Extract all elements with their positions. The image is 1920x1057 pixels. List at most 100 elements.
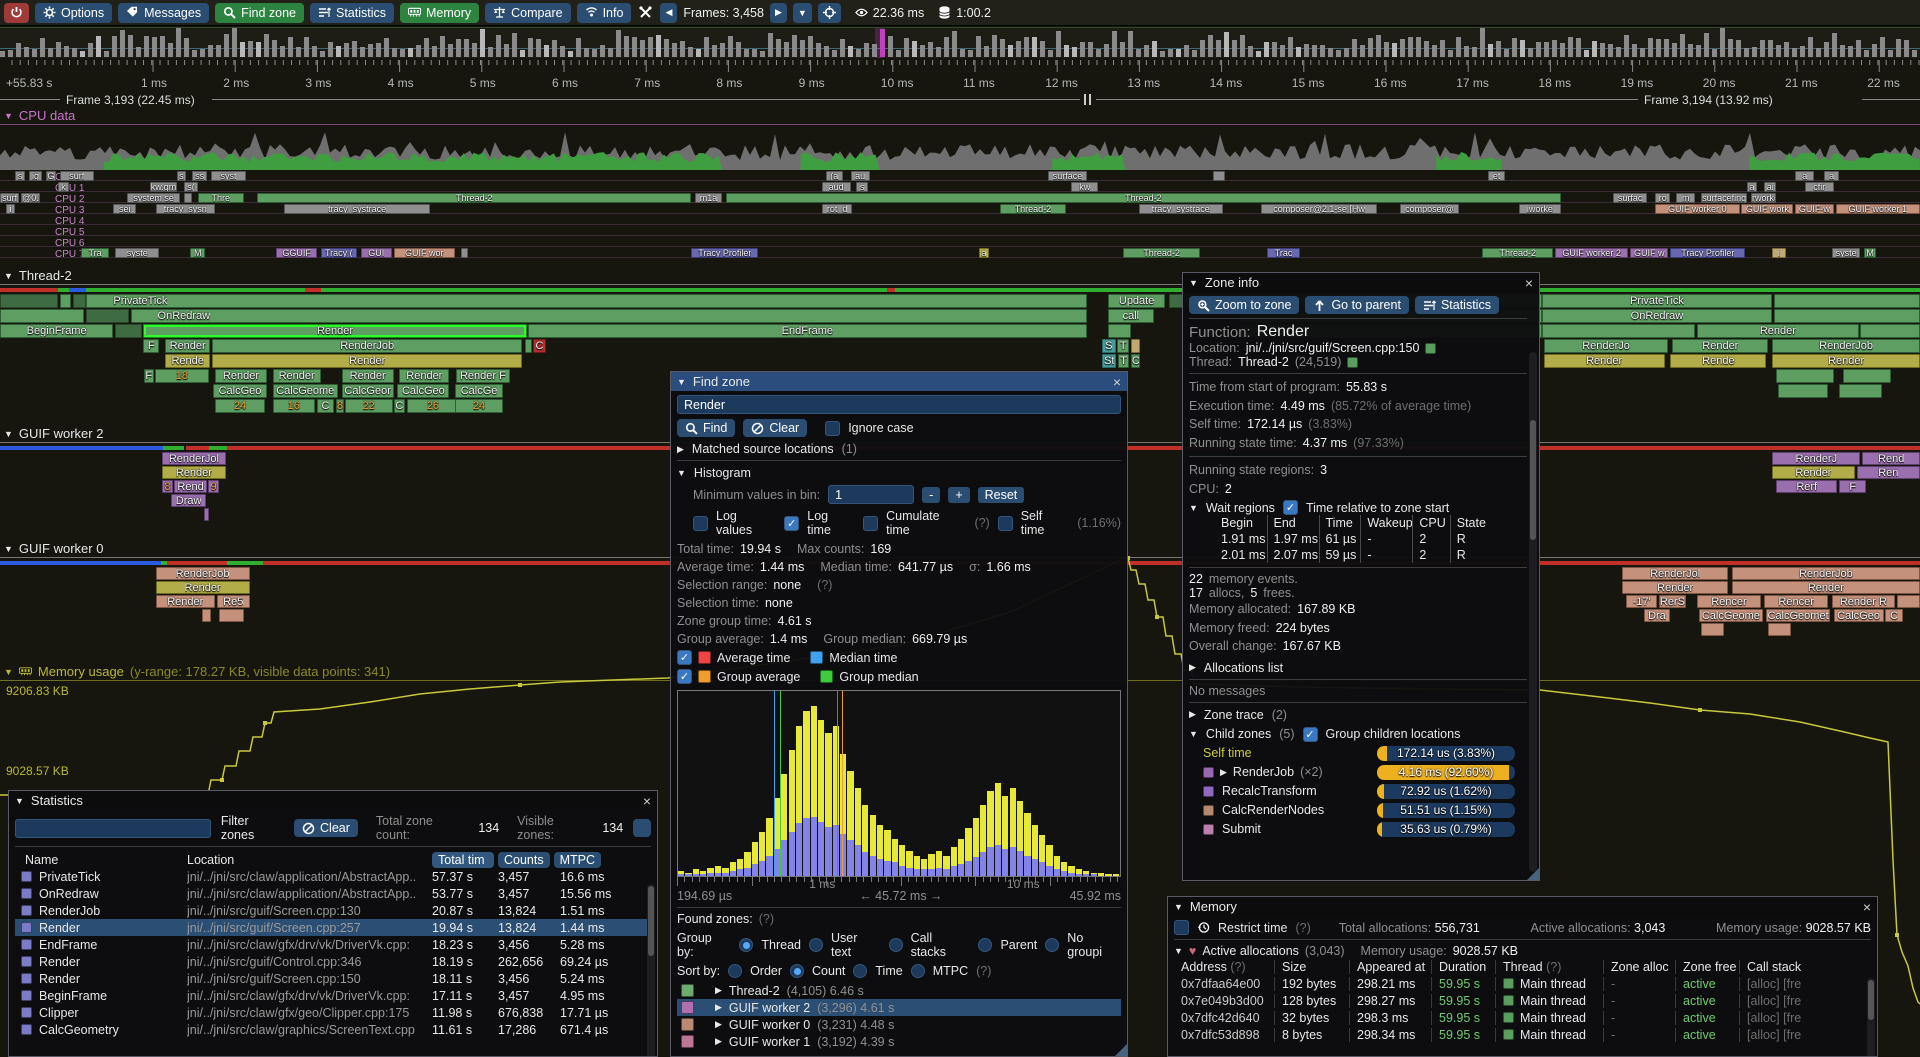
timeline-zone[interactable]: CalcGeome: [272, 384, 338, 398]
child-zones[interactable]: ▼ Child zones (5) ✓ Group children locatio…: [1189, 726, 1461, 742]
timeline-zone[interactable]: RenderJ: [1772, 452, 1861, 465]
timeline-zone[interactable]: T: [1118, 354, 1129, 368]
timeline-zone[interactable]: composer@: [1399, 204, 1460, 214]
timeline-zone[interactable]: G: [46, 171, 56, 181]
find-zone-histogram[interactable]: [677, 690, 1121, 877]
timeline-zone[interactable]: tracy_systrace: [284, 204, 431, 214]
close-icon[interactable]: ×: [1112, 373, 1121, 390]
timeline-zone[interactable]: [1839, 384, 1882, 398]
timeline-zone[interactable]: Rerf: [1776, 480, 1838, 493]
prev-frame-button[interactable]: ◀: [660, 2, 678, 23]
child-zone-row[interactable]: ▶ RenderJob (×2) 4.16 ms (92.60%): [1189, 763, 1527, 782]
timeline-zone[interactable]: [72, 294, 87, 308]
found-zone-group[interactable]: ▶ GUIF worker 1 (3,192) 4.39 s: [677, 1033, 1121, 1050]
timeline-zone[interactable]: Ren: [1856, 466, 1920, 479]
timeline-zone[interactable]: Render R: [1831, 595, 1896, 608]
find-zone-titlebar[interactable]: ▼ Find zone ×: [671, 372, 1127, 391]
call-stacks-radio[interactable]: [888, 938, 903, 952]
timeline-zone[interactable]: [86, 309, 129, 323]
timeline-zone[interactable]: RerS: [1658, 595, 1686, 608]
timeline-zone[interactable]: Tra: [80, 248, 110, 258]
restrict-time-checkbox[interactable]: [1174, 920, 1189, 935]
timeline-ruler[interactable]: +55.83 s 1 ms 2 ms 3 ms 4 ms 5 ms 6 ms 7 ms 8 m…: [0, 59, 1920, 93]
statistics-row[interactable]: Render jni/../jni/src/guif/Screen.cpp:257…: [15, 919, 651, 936]
timeline-zone[interactable]: Rencer: [1764, 595, 1828, 608]
timeline-zone[interactable]: BeginFrame: [0, 324, 114, 338]
timeline-zone[interactable]: k: [57, 182, 70, 192]
timeline-zone[interactable]: F: [143, 339, 160, 353]
timeline-zone[interactable]: [1701, 623, 1725, 636]
timeline-zone[interactable]: [1541, 324, 1696, 338]
timeline-zone[interactable]: [218, 609, 244, 622]
zoom-to-zone-button[interactable]: Zoom to zone: [1189, 296, 1300, 314]
clear-button[interactable]: Clear: [743, 419, 808, 437]
timeline-zone[interactable]: s(: [184, 182, 198, 192]
crosshair-button[interactable]: [817, 2, 841, 23]
log-time-checkbox[interactable]: ✓: [784, 515, 800, 531]
timeline-zone[interactable]: [201, 609, 212, 622]
power-button[interactable]: [4, 2, 29, 23]
timeline-zone[interactable]: GUIF worker 2: [1555, 248, 1629, 258]
bin-minus-button[interactable]: -: [922, 486, 941, 503]
allocation-row[interactable]: 0x7dfaa64e00 192 bytes 298.21 ms 59.95 s Mai…: [1174, 975, 1871, 992]
timeline-zone[interactable]: C: [1130, 354, 1141, 368]
timeline-zone[interactable]: Re5: [216, 595, 250, 608]
timeline-zone[interactable]: kw: [1071, 182, 1099, 192]
options-button[interactable]: Options: [35, 2, 113, 23]
timeline-zone[interactable]: syste: [115, 248, 160, 258]
timeline-zone[interactable]: CalcGe: [455, 384, 504, 398]
timeline-zone[interactable]: [460, 248, 469, 258]
timeline-zone[interactable]: s: [856, 182, 868, 192]
timeline-zone[interactable]: iworke: [1518, 204, 1561, 214]
allocation-row[interactable]: 0x7dfc53d898 8 bytes 298.34 ms 59.95 s Main …: [1174, 1026, 1871, 1043]
mtpc-radio[interactable]: [910, 964, 925, 978]
timeline-zone[interactable]: 26: [407, 399, 459, 413]
timeline-zone[interactable]: GUI: [360, 248, 392, 258]
timeline-zone[interactable]: Tracy (: [320, 248, 358, 258]
timeline-zone[interactable]: Render: [212, 354, 523, 368]
timeline-zone[interactable]: M: [1864, 248, 1876, 258]
collapse-icon[interactable]: ▼: [4, 110, 13, 121]
child-zone-row[interactable]: CalcRenderNodes 51.51 us (1.15%): [1189, 801, 1527, 820]
statistics-row[interactable]: CalcGeometry jni/../jni/src/claw/graphics…: [15, 1021, 651, 1038]
clear-filter-button[interactable]: Clear: [294, 819, 358, 837]
timeline-zone[interactable]: [115, 324, 143, 338]
statistics-row[interactable]: EndFrame jni/../jni/src/claw/gfx/drv/vk/D…: [15, 936, 651, 953]
timeline-zone[interactable]: Tracy Profiler: [1670, 248, 1746, 258]
timeline-zone[interactable]: a: [979, 248, 989, 258]
ignore-case-checkbox[interactable]: [825, 420, 841, 436]
timeline-zone[interactable]: F: [144, 369, 154, 383]
timeline-zone[interactable]: C: [532, 339, 547, 353]
chip-fragment[interactable]: [633, 819, 651, 837]
next-frame-button[interactable]: ▶: [769, 2, 787, 23]
timeline-zone[interactable]: M: [190, 248, 206, 258]
timeline-zone[interactable]: GUIF worker 0: [1655, 204, 1740, 214]
timeline-zone[interactable]: 24: [455, 399, 504, 413]
timeline-zone[interactable]: RenderJob: [1772, 339, 1920, 353]
timeline-zone[interactable]: C: [393, 399, 406, 413]
timeline-zone[interactable]: 9: [208, 480, 219, 493]
timeline-zone[interactable]: [1776, 369, 1834, 383]
timeline-zone[interactable]: call: [1107, 309, 1154, 323]
statistics-row[interactable]: Render jni/../jni/src/guif/Screen.cpp:150…: [15, 970, 651, 987]
timeline-zone[interactable]: CalcGeo: [1833, 609, 1884, 622]
timeline-zone[interactable]: Thread-2: [257, 193, 692, 203]
allocation-row[interactable]: 0x7e049b3d00 128 bytes 298.27 ms 59.95 s Mai…: [1174, 992, 1871, 1009]
timeline-zone[interactable]: Render: [165, 339, 211, 353]
bin-plus-button[interactable]: +: [948, 486, 970, 503]
timeline-zone[interactable]: syst: [211, 171, 246, 181]
go-to-parent-button[interactable]: Go to parent: [1305, 296, 1409, 314]
time-radio[interactable]: [853, 964, 868, 978]
timeline-zone[interactable]: Draw: [170, 494, 207, 507]
timeline-zone[interactable]: [1130, 339, 1141, 353]
timeline-zone[interactable]: Thread-2: [1000, 204, 1066, 214]
found-zone-group[interactable]: ▶ GUIF worker 0 (3,231) 4.48 s: [677, 1016, 1121, 1033]
child-zone-row[interactable]: Self time 172.14 us (3.83%): [1189, 744, 1527, 763]
timeline-zone[interactable]: Update: [1107, 294, 1166, 308]
memory-scrollbar[interactable]: [1867, 978, 1875, 1056]
timeline-zone[interactable]: Render F: [456, 369, 510, 383]
timeline-zone[interactable]: surface: [1048, 171, 1087, 181]
found-zone-group[interactable]: ▶ GUIF worker 2 (3,296) 4.61 s: [677, 999, 1121, 1016]
timeline-zone[interactable]: s: [15, 171, 25, 181]
bin-reset-button[interactable]: Reset: [977, 486, 1025, 503]
